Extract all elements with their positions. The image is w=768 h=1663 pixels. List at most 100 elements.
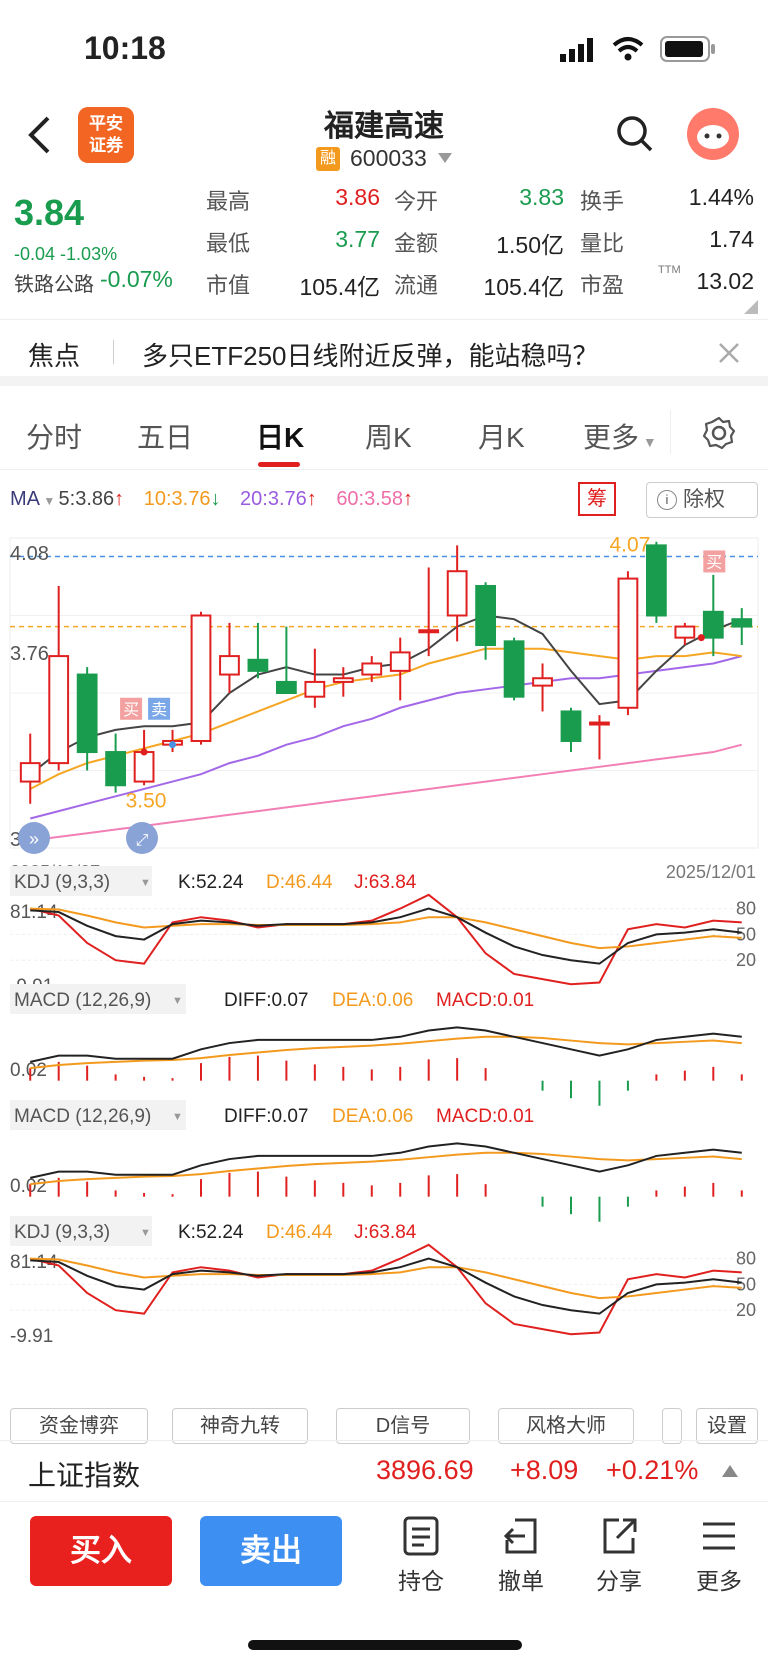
indicator-chip-d-signal[interactable]: D信号 [336,1408,470,1444]
macd-panel-2-dropdown-icon: ▼ [172,1111,183,1123]
gear-icon[interactable] [702,416,736,450]
broker-logo[interactable]: 平安 证券 [78,107,134,163]
scroll-left-button [18,822,50,854]
candle-body [532,677,553,687]
indicator-chip-partial[interactable] [662,1408,682,1444]
share-icon [603,1518,637,1554]
kdj-panel-2-k-line [30,1257,742,1315]
macd-panel-1-dea-line [30,1035,742,1070]
pe-ttm-sup: TTM [658,264,681,276]
signal-dot [697,634,705,642]
kdj-panel-2-d-value: D:46.44 [266,1222,333,1243]
undo-icon [503,1518,537,1554]
close-icon[interactable] [718,342,740,364]
indicator-chip-style[interactable]: 风格大师 [498,1408,634,1444]
share-button[interactable]: 分享 [584,1516,654,1596]
chip-distribution-button[interactable]: 筹 [578,482,616,516]
kline-svg[interactable]: 4.083.763.242025/10/272025/12/014.073.50… [0,528,768,1404]
indicator-chip-nine-turn[interactable]: 神奇九转 [172,1408,308,1444]
status-bar: 10:18 [0,0,768,95]
assistant-avatar-icon[interactable] [686,107,740,161]
pe-value: 13.02 [696,268,754,294]
macd-panel-2-dea-line [30,1151,742,1186]
kdj-panel-2-level-80: 80 [736,1249,756,1269]
vol-ratio-label: 量比 [580,231,625,256]
candle-body [190,614,212,742]
expand-corner-icon[interactable] [744,300,758,314]
scroll-left-icon: » [29,829,39,849]
buy-marker: 买 [123,701,139,719]
candle-body [446,570,468,617]
home-indicator[interactable] [248,1640,522,1650]
float-label: 流通 [394,273,439,298]
focus-news[interactable]: 焦点 多只ETF250日线附近反弹，能站稳吗？ [0,320,768,386]
search-icon[interactable] [616,115,654,153]
tab-weekly-k[interactable]: 周K [365,422,412,453]
sell-button[interactable]: 卖出 [200,1516,342,1586]
page-title: 福建高速 [324,110,444,143]
candle-body [617,577,639,709]
cancel-order-button[interactable]: 撤单 [486,1516,556,1596]
high-price-label: 4.07 [610,534,651,557]
amount-label: 金额 [394,231,439,256]
holdings-button[interactable]: 持仓 [386,1516,456,1596]
price-change: -0.04 -1.03% [14,244,118,264]
kdj-panel-2-dropdown-icon: ▼ [140,1227,151,1239]
macd-panel-2-dea-value: DEA:0.06 [332,1106,413,1127]
more-button[interactable]: 更多 [684,1516,754,1596]
signal-icon [560,38,593,62]
kdj-panel-2-level-20: 20 [736,1300,756,1320]
stock-header: 平安 证券 福建高速 融 600033 [0,95,768,180]
signal-dot [169,741,177,749]
amount-value: 1.50亿 [496,232,564,258]
float-value: 105.4亿 [483,274,564,300]
ma-legend[interactable]: MA ▼ 5:3.86↑ 10:3.76↓ 20:3.76↑ 60:3.58↑ [10,488,414,510]
macd-panel-2-macd-value: MACD:0.01 [436,1106,534,1127]
news-headline[interactable]: 多只ETF250日线附近反弹，能站稳吗？ [142,341,599,371]
signal-dot [140,748,148,756]
indicator-strip: 资金博弈 神奇九转 D信号 风格大师 设置 [0,1402,768,1444]
info-icon: i [657,490,677,510]
candle-body [645,544,667,617]
kdj-panel-1-k-line [30,907,742,965]
tab-daily-k[interactable]: 日K [256,422,305,453]
tab-monthly-k[interactable]: 月K [478,422,525,453]
active-tab-indicator [258,462,300,467]
document-icon [403,1516,439,1556]
candle-body [731,618,753,628]
kdj-panel-1-k-value: K:52.24 [178,872,244,893]
index-ticker[interactable]: 上证指数 3896.69 +8.09 +0.21% [0,1440,768,1502]
chevron-up-icon[interactable] [722,1465,738,1477]
wifi-icon [612,37,644,61]
ex-rights-button[interactable]: i 除权 [646,482,758,518]
kdj-panel-1-label: KDJ (9,3,3) [14,872,110,893]
candle-body [361,662,383,676]
status-time: 10:18 [84,30,166,66]
tab-five-day[interactable]: 五日 [137,422,194,453]
menu-icon [703,1522,735,1550]
indicator-settings-button[interactable]: 设置 [696,1408,758,1444]
kdj-panel-1-j-value: J:63.84 [354,872,417,893]
candle-body [48,655,70,765]
tab-intraday[interactable]: 分时 [26,422,83,453]
kdj-panel-1-j-line [29,893,742,986]
fullscreen-icon: ⤢ [136,832,149,849]
chevron-down-icon[interactable] [438,153,452,163]
candle-body [475,584,497,647]
sell-marker-bg [148,697,171,720]
turnover-value: 1.44% [688,184,754,210]
back-icon[interactable] [26,115,52,155]
y-axis-label: 4.08 [10,543,49,565]
indicator-chip-capital[interactable]: 资金博弈 [10,1408,148,1444]
tab-more[interactable]: 更多 ▼ [583,422,657,453]
macd-panel-1-dea-value: DEA:0.06 [332,990,413,1011]
index-value: 3896.69 [376,1455,474,1485]
battery-icon [660,36,715,62]
candle-body [418,629,440,634]
index-pct: +0.21% [606,1455,699,1485]
kdj-panel-2-bottom-label: -9.91 [10,1326,53,1347]
sector-label[interactable]: 铁路公路 [14,274,94,296]
mcap-value: 105.4亿 [299,274,380,300]
candle-body [133,751,155,783]
buy-button[interactable]: 买入 [30,1516,172,1586]
